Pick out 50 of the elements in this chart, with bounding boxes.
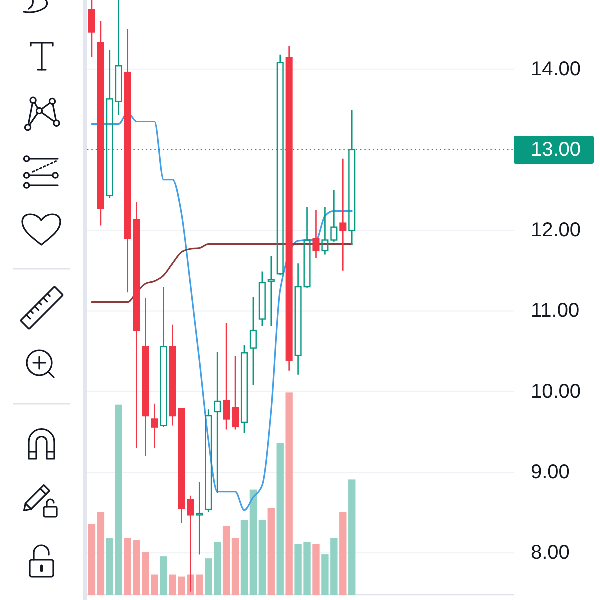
candlestick <box>258 271 266 328</box>
candlestick <box>88 0 96 58</box>
candlestick <box>160 286 168 428</box>
candlestick <box>196 481 204 556</box>
y-tick-label: 9.00 <box>531 461 570 484</box>
candlestick <box>124 28 132 294</box>
candlestick <box>232 356 240 430</box>
y-tick-label: 10.00 <box>531 380 582 403</box>
line-series <box>91 112 353 512</box>
bar <box>250 490 258 595</box>
candlestick <box>268 256 275 328</box>
bar <box>205 558 212 595</box>
bar <box>232 538 240 595</box>
y-tick-label: 14.00 <box>531 58 582 80</box>
candlestick <box>312 210 320 259</box>
candlestick <box>250 296 257 386</box>
candlestick <box>322 206 329 256</box>
candlestick <box>178 407 186 524</box>
bar <box>240 520 248 595</box>
bar <box>88 524 96 595</box>
bar <box>268 508 275 595</box>
y-tick-label: 11.00 <box>531 300 580 322</box>
candlestick <box>151 403 158 449</box>
y-tick-label: 12.00 <box>531 220 582 242</box>
candlestick <box>214 352 222 494</box>
bar <box>276 443 284 595</box>
candlestick <box>169 324 176 426</box>
bar <box>196 574 204 595</box>
bar <box>258 520 266 595</box>
candlestick <box>286 45 293 372</box>
bar <box>97 512 105 595</box>
candlestick <box>340 158 347 272</box>
bar <box>340 512 347 595</box>
bar <box>160 556 168 595</box>
bar <box>214 542 222 595</box>
candlestick <box>240 344 248 434</box>
candlestick <box>330 190 338 243</box>
candlestick <box>115 0 122 116</box>
bar <box>222 526 230 595</box>
bar <box>106 538 114 595</box>
candlestick <box>133 202 140 449</box>
candlestick <box>142 298 150 457</box>
y-tick-label: 8.00 <box>531 542 570 564</box>
candlestick <box>97 20 104 226</box>
bar <box>312 544 320 595</box>
ref-line-label: 13.00 <box>531 138 582 161</box>
bar <box>115 404 122 595</box>
bar <box>348 480 356 595</box>
candlestick <box>223 322 230 430</box>
bar <box>286 392 293 595</box>
